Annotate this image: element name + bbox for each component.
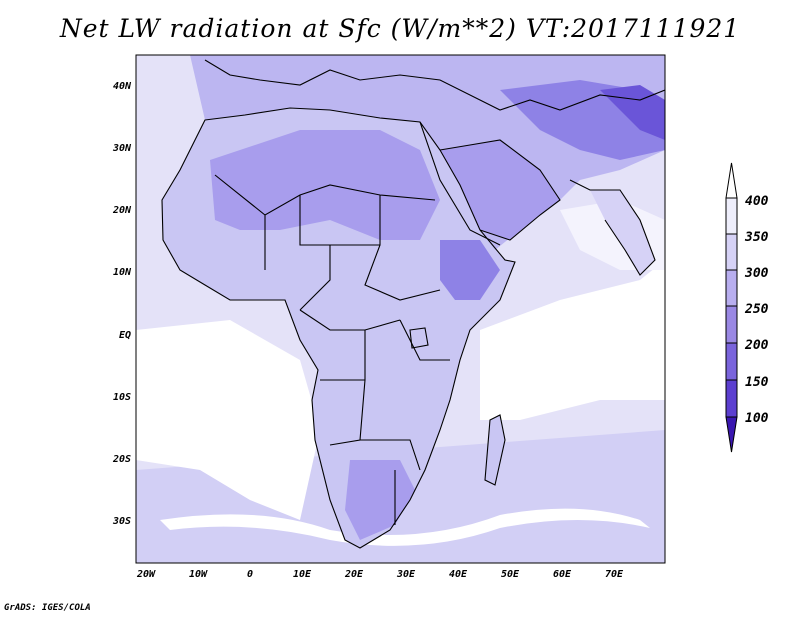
colorbar-label-250: 250 (744, 302, 769, 317)
y-tick-label-40n: 40N (113, 81, 132, 92)
y-tick-label-30n: 30N (112, 143, 132, 154)
y-tick-label-30s: 30S (112, 516, 131, 527)
south-ocean-white-streak (160, 508, 650, 546)
colorbar-swatch-150-200 (725, 342, 738, 381)
y-tick-label-20n: 20N (112, 205, 132, 216)
x-axis: 20W 10W 0 10E 20E 30E 40E 50E 60E 70E (136, 569, 624, 580)
colorbar-swatch-200-250 (725, 305, 738, 344)
x-tick-label-20e: 20E (344, 569, 364, 580)
colorbar-swatch-300-350 (725, 233, 738, 271)
colorbar-label-300: 300 (744, 266, 769, 281)
border-lines (214, 174, 450, 525)
x-tick-label-30e: 30E (396, 569, 416, 580)
y-tick-label-10s: 10S (113, 392, 131, 403)
colorbar (725, 162, 738, 453)
x-tick-label-10e: 10E (293, 569, 312, 580)
map-plot-area (136, 55, 665, 563)
madagascar-land (485, 415, 505, 485)
x-tick-label-20w: 20W (136, 569, 156, 580)
colorbar-label-100: 100 (745, 411, 769, 426)
atlantic-clear-region (136, 320, 320, 520)
arabia-coast (439, 139, 561, 241)
ethiopia-high-region (440, 240, 500, 300)
y-tick-label-20s: 20S (112, 454, 131, 465)
x-tick-label-10w: 10W (189, 569, 208, 580)
lake-victoria (409, 327, 429, 349)
y-axis: 40N 30N 20N 10N EQ 10S 20S 30S (112, 81, 132, 527)
colorbar-top-arrow (725, 162, 738, 199)
india-land (590, 190, 655, 275)
sahara-region (210, 130, 440, 240)
colorbar-labels: 400 350 300 250 200 150 100 (744, 194, 769, 426)
colorbar-swatch-100-150 (725, 379, 738, 418)
himalaya-high-region (600, 85, 665, 140)
colorbar-label-350: 350 (744, 230, 769, 245)
x-tick-label-70e: 70E (605, 569, 624, 580)
madagascar-coast (484, 414, 506, 486)
x-tick-label-60e: 60E (553, 569, 572, 580)
y-tick-label-10n: 10N (113, 267, 132, 278)
southern-africa-region (345, 460, 415, 540)
colorbar-bottom-arrow (725, 416, 738, 453)
chart-title: Net LW radiation at Sfc (W/m**2) VT:2017… (59, 14, 741, 43)
x-tick-label-40e: 40E (449, 569, 468, 580)
x-tick-label-50e: 50E (501, 569, 520, 580)
indian-ocean-clear-region (480, 260, 665, 420)
colorbar-label-200: 200 (744, 338, 769, 353)
europe-coast (204, 59, 665, 111)
grads-credit: GrADS: IGES/COLA (4, 603, 91, 613)
india-coast (569, 179, 656, 276)
colorbar-label-400: 400 (745, 194, 769, 209)
x-tick-label-0: 0 (247, 569, 253, 580)
colorbar-swatch-250-300 (725, 269, 738, 307)
country-borders (161, 59, 665, 549)
colorbar-swatch-350-400 (725, 197, 738, 235)
y-tick-label-eq: EQ (119, 330, 131, 341)
africa-coastline (161, 107, 516, 549)
plot-frame (135, 54, 666, 564)
arabia-region (440, 140, 560, 240)
colorbar-label-150: 150 (745, 375, 769, 390)
red-sea-coast (419, 121, 501, 246)
